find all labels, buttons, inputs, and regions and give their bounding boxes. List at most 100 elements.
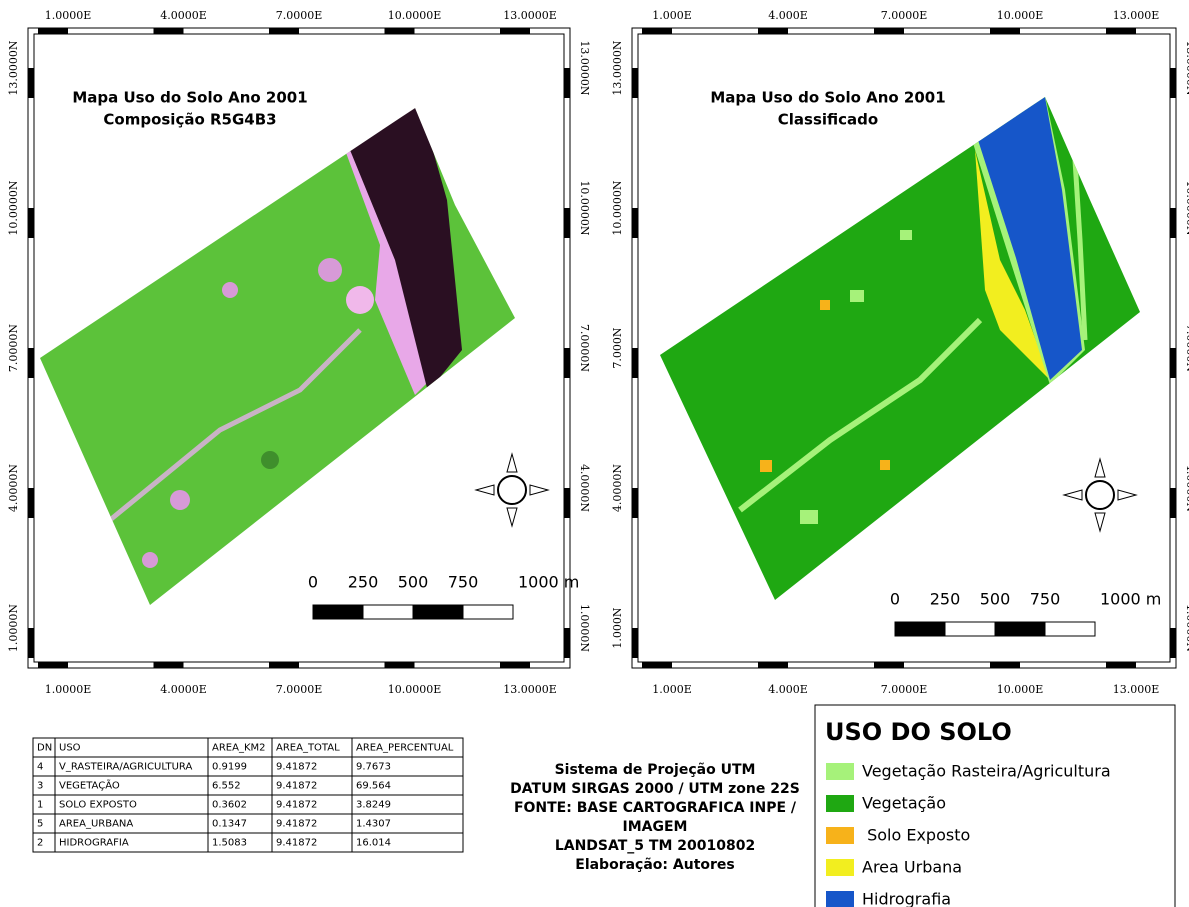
tick-bar xyxy=(642,662,672,668)
legend-label: Vegetação xyxy=(862,794,946,813)
x-coordinate-label: 13.0000E xyxy=(503,9,557,22)
scale-label: 250 xyxy=(348,573,379,592)
north-arrow-point xyxy=(506,452,518,473)
scale-label: 750 xyxy=(1030,590,1061,609)
y-coordinate-label: 7.0000N xyxy=(578,324,591,372)
image-detail xyxy=(108,108,462,568)
legend-swatch xyxy=(826,891,854,907)
scale-segment xyxy=(412,604,464,620)
tick-bar xyxy=(874,28,904,34)
tick-bar xyxy=(564,348,570,378)
projection-text: Sistema de Projeção UTM xyxy=(555,762,756,778)
table-text: 3 xyxy=(37,781,43,792)
tick-bar xyxy=(38,28,68,34)
tick-bar xyxy=(28,348,34,378)
y-coordinate-label: 1.0000N xyxy=(578,604,591,652)
north-arrow-point xyxy=(529,484,550,496)
tick-bar xyxy=(500,662,530,668)
projection-text: FONTE: BASE CARTOGRAFICA INPE / xyxy=(514,800,797,816)
tick-bar xyxy=(632,68,638,98)
table-text: AREA_PERCENTUAL xyxy=(356,743,454,754)
north-arrow-point xyxy=(1117,489,1138,501)
table-text: 9.41872 xyxy=(276,819,317,830)
tick-bar xyxy=(758,662,788,668)
table-text: SOLO EXPOSTO xyxy=(59,800,137,811)
tick-bar xyxy=(564,68,570,98)
legend-label: Hidrografia xyxy=(862,890,951,907)
y-coordinate-label: 4.0000N xyxy=(611,464,624,512)
table-text: 1 xyxy=(37,800,43,811)
y-coordinate-label: 10.0000N xyxy=(7,180,20,235)
tick-bar xyxy=(1170,488,1176,518)
north-arrow-point xyxy=(1062,489,1083,501)
x-coordinate-label: 13.000E xyxy=(1113,9,1160,22)
tick-bar xyxy=(28,488,34,518)
tick-bar xyxy=(1170,208,1176,238)
x-coordinate-label: 4.000E xyxy=(768,683,808,696)
scale-segment xyxy=(894,621,946,637)
table-text: 3.8249 xyxy=(356,800,391,811)
scale-segment xyxy=(312,604,364,620)
north-arrow-point xyxy=(1094,512,1106,533)
table-text: HIDROGRAFIA xyxy=(59,838,129,849)
tick-bar xyxy=(1170,348,1176,378)
y-coordinate-label: 13.0000N xyxy=(611,40,624,95)
projection-text: DATUM SIRGAS 2000 / UTM zone 22S xyxy=(510,781,800,797)
table-text: 0.1347 xyxy=(212,819,247,830)
x-coordinate-label: 7.0000E xyxy=(276,9,323,22)
tick-bar xyxy=(384,28,415,34)
north-arrow-point xyxy=(506,507,518,528)
x-coordinate-label: 7.0000E xyxy=(881,9,928,22)
tick-bar xyxy=(874,662,904,668)
x-coordinate-label: 4.0000E xyxy=(160,9,207,22)
north-arrow-point xyxy=(1094,457,1106,478)
table-text: 2 xyxy=(37,838,43,849)
map-title: Mapa Uso do Solo Ano 2001 xyxy=(710,89,945,107)
table-cell xyxy=(351,832,464,853)
tick-bar xyxy=(632,488,638,518)
tick-bar xyxy=(38,662,68,668)
x-coordinate-label: 4.000E xyxy=(768,9,808,22)
classified-image xyxy=(660,97,1140,600)
tick-bar xyxy=(990,28,1020,34)
legend-title: USO DO SOLO xyxy=(825,718,1012,746)
projection-text: LANDSAT_5 TM 20010802 xyxy=(555,838,755,854)
y-coordinate-label: 13.0000N xyxy=(7,40,20,95)
table-text: V_RASTEIRA/AGRICULTURA xyxy=(59,762,192,773)
tick-bar xyxy=(1170,68,1176,98)
table-text: USO xyxy=(59,743,81,754)
legend-swatch xyxy=(826,763,854,780)
tick-bar xyxy=(1170,628,1176,658)
x-coordinate-label: 10.000E xyxy=(997,683,1044,696)
table-text: 69.564 xyxy=(356,781,391,792)
y-coordinate-label: 4.0000N xyxy=(1184,464,1189,512)
legend-box xyxy=(814,704,1176,907)
projection-text: Elaboração: Autores xyxy=(575,857,734,873)
tick-bar xyxy=(269,28,299,34)
table-text: 4 xyxy=(37,762,43,773)
table-text: 9.41872 xyxy=(276,838,317,849)
map-title: Composição R5G4B3 xyxy=(103,111,276,129)
x-coordinate-label: 13.000E xyxy=(1113,683,1160,696)
scale-segment xyxy=(362,604,414,620)
y-coordinate-label: 7.0000N xyxy=(7,324,20,372)
x-coordinate-label: 10.0000E xyxy=(388,683,442,696)
scale-segment xyxy=(462,604,514,620)
scale-label: 0 xyxy=(890,590,900,609)
x-coordinate-label: 13.0000E xyxy=(503,683,557,696)
x-coordinate-label: 7.0000E xyxy=(276,683,323,696)
table-text: 1.5083 xyxy=(212,838,247,849)
y-coordinate-label: 4.0000N xyxy=(578,464,591,512)
tick-bar xyxy=(632,628,638,658)
projection-text: IMAGEM xyxy=(623,819,688,835)
scale-label: 250 xyxy=(930,590,961,609)
table-text: 0.9199 xyxy=(212,762,247,773)
tick-bar xyxy=(500,28,530,34)
legend-swatch xyxy=(826,795,854,812)
north-arrow xyxy=(1062,457,1138,533)
legend-swatch xyxy=(826,859,854,876)
north-circle xyxy=(497,475,527,505)
legend-label: Area Urbana xyxy=(862,858,962,877)
table-text: 5 xyxy=(37,819,43,830)
